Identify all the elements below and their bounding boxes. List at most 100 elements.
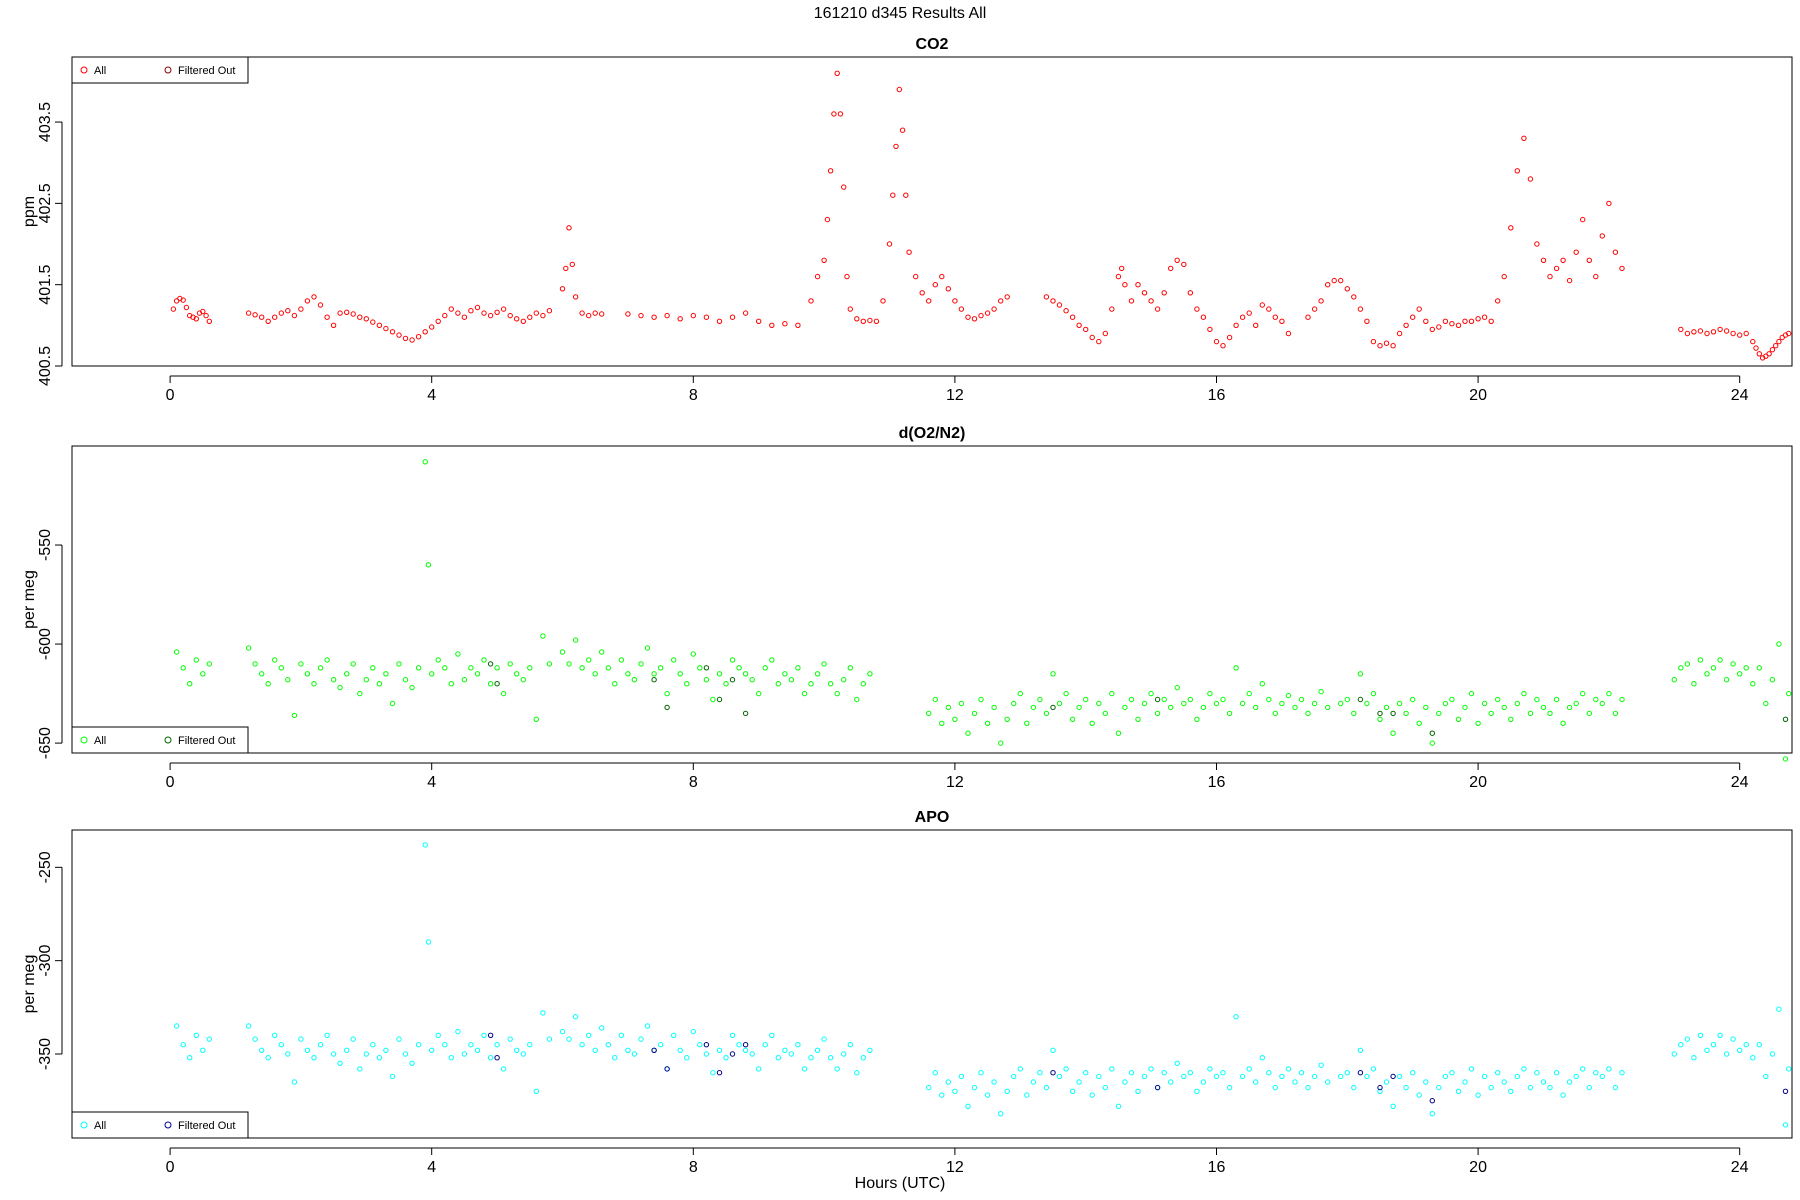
data-point bbox=[1691, 681, 1697, 687]
data-point bbox=[612, 1055, 618, 1061]
data-point bbox=[945, 704, 951, 711]
data-point bbox=[664, 1066, 670, 1072]
data-point bbox=[1514, 1073, 1521, 1080]
data-point bbox=[474, 671, 481, 677]
data-point bbox=[252, 312, 258, 318]
data-point bbox=[716, 318, 723, 324]
data-point bbox=[337, 310, 343, 316]
data-point bbox=[1325, 282, 1331, 288]
data-point bbox=[1455, 1088, 1462, 1095]
data-point bbox=[998, 740, 1004, 746]
data-point bbox=[1161, 696, 1167, 703]
data-point bbox=[1220, 696, 1226, 703]
data-point bbox=[546, 661, 553, 667]
x-tick-label: 20 bbox=[1469, 774, 1487, 791]
data-point bbox=[1730, 661, 1736, 667]
data-point bbox=[566, 225, 572, 231]
data-point bbox=[1344, 1070, 1351, 1076]
data-point bbox=[1593, 696, 1599, 703]
data-point bbox=[932, 1070, 938, 1076]
data-point bbox=[703, 1042, 710, 1048]
data-point bbox=[487, 1032, 494, 1039]
data-point bbox=[592, 1047, 598, 1054]
data-point bbox=[978, 696, 984, 703]
data-point bbox=[1200, 704, 1207, 711]
data-point bbox=[671, 1032, 677, 1039]
data-point bbox=[1717, 1032, 1723, 1039]
data-point bbox=[1566, 704, 1573, 711]
y-tick-label: 402.5 bbox=[37, 183, 54, 223]
data-point bbox=[1168, 1079, 1174, 1085]
data-point bbox=[958, 700, 965, 707]
data-point bbox=[1773, 343, 1779, 349]
x-tick-label: 4 bbox=[427, 1159, 436, 1176]
data-point bbox=[350, 661, 356, 667]
data-point bbox=[1442, 700, 1449, 707]
data-point bbox=[1220, 1070, 1226, 1076]
data-point bbox=[978, 1070, 984, 1076]
data-point bbox=[903, 192, 909, 198]
data-point bbox=[599, 649, 605, 655]
data-point bbox=[409, 337, 415, 343]
panels-group: CO2 ppm 0 4 8 12 16 20 24 400.5 401.5 402.5 403.5 All… bbox=[21, 36, 1793, 1176]
data-point bbox=[1141, 1073, 1148, 1080]
data-point bbox=[1050, 298, 1056, 304]
data-point bbox=[1410, 696, 1416, 703]
x-tick-label: 8 bbox=[689, 1159, 698, 1176]
data-point bbox=[1763, 700, 1769, 707]
data-point bbox=[1076, 1079, 1082, 1085]
data-point bbox=[330, 677, 337, 683]
data-point bbox=[844, 273, 850, 280]
data-point bbox=[363, 677, 369, 683]
data-point bbox=[579, 1042, 585, 1048]
data-point bbox=[579, 665, 585, 671]
data-point bbox=[965, 314, 971, 320]
data-point bbox=[1298, 1070, 1305, 1076]
data-point bbox=[1468, 318, 1475, 324]
data-point bbox=[847, 1042, 853, 1048]
data-point bbox=[1030, 704, 1037, 711]
y-tick-label: -550 bbox=[37, 529, 54, 561]
data-point bbox=[376, 322, 383, 328]
data-point bbox=[1253, 704, 1259, 711]
data-point bbox=[200, 1047, 206, 1054]
data-point bbox=[540, 1010, 546, 1016]
data-point bbox=[991, 704, 997, 711]
data-point bbox=[1527, 176, 1534, 182]
data-point bbox=[1573, 249, 1579, 255]
data-point bbox=[1272, 1084, 1279, 1091]
data-point bbox=[1704, 671, 1710, 677]
data-point bbox=[494, 309, 500, 315]
data-point bbox=[1109, 1066, 1115, 1072]
data-point bbox=[527, 1042, 533, 1048]
data-point bbox=[507, 312, 513, 319]
legend: All Filtered Out bbox=[71, 726, 249, 754]
data-point bbox=[1174, 1060, 1180, 1067]
data-point bbox=[1017, 1066, 1023, 1072]
data-point bbox=[592, 310, 598, 316]
data-point bbox=[1076, 704, 1082, 711]
data-point bbox=[775, 1055, 781, 1061]
data-point bbox=[569, 261, 575, 268]
data-point bbox=[638, 312, 644, 319]
data-point bbox=[1344, 286, 1351, 292]
data-point bbox=[631, 1051, 638, 1057]
data-point bbox=[1390, 1073, 1396, 1080]
x-tick-label: 16 bbox=[1208, 774, 1226, 791]
data-point bbox=[756, 318, 762, 324]
data-point bbox=[1691, 329, 1697, 335]
data-point bbox=[736, 1042, 742, 1048]
data-point bbox=[1174, 257, 1180, 263]
data-point bbox=[298, 661, 304, 667]
data-point bbox=[841, 677, 847, 683]
data-point bbox=[559, 649, 566, 655]
data-point bbox=[984, 310, 991, 316]
data-point bbox=[1370, 690, 1377, 697]
data-point bbox=[801, 690, 808, 697]
data-point bbox=[716, 696, 723, 703]
y-axis-label: per meg bbox=[21, 955, 38, 1014]
data-point bbox=[173, 649, 180, 655]
data-point bbox=[402, 335, 409, 342]
data-point bbox=[729, 314, 736, 320]
data-point bbox=[612, 681, 618, 687]
